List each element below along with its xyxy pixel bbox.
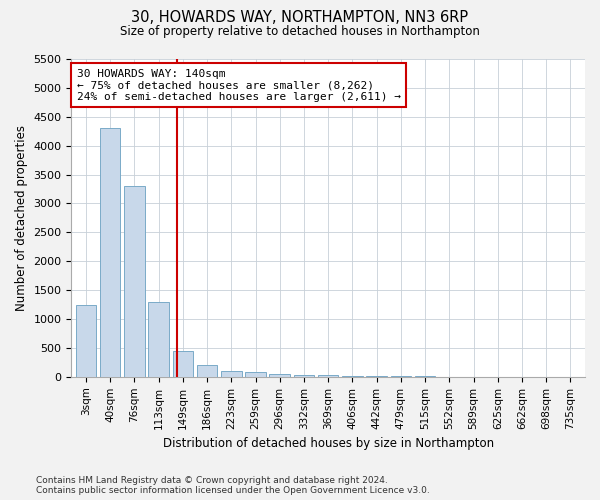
Bar (197, 366, 217, 377)
Bar (342, 376, 363, 377)
Bar (269, 374, 290, 377)
Bar (100, 128, 121, 377)
Bar (148, 302, 169, 377)
Text: Size of property relative to detached houses in Northampton: Size of property relative to detached ho… (120, 25, 480, 38)
Bar (391, 376, 411, 377)
Text: 30, HOWARDS WAY, NORTHAMPTON, NN3 6RP: 30, HOWARDS WAY, NORTHAMPTON, NN3 6RP (131, 10, 469, 25)
Bar (76, 304, 96, 377)
Bar (173, 351, 193, 377)
Text: 30 HOWARDS WAY: 140sqm
← 75% of detached houses are smaller (8,262)
24% of semi-: 30 HOWARDS WAY: 140sqm ← 75% of detached… (77, 68, 401, 102)
Bar (367, 376, 387, 377)
Bar (293, 374, 314, 377)
Bar (245, 372, 266, 377)
Bar (318, 375, 338, 377)
Bar (221, 371, 242, 377)
Text: Contains HM Land Registry data © Crown copyright and database right 2024.
Contai: Contains HM Land Registry data © Crown c… (36, 476, 430, 495)
X-axis label: Distribution of detached houses by size in Northampton: Distribution of detached houses by size … (163, 437, 494, 450)
Bar (124, 186, 145, 377)
Y-axis label: Number of detached properties: Number of detached properties (15, 125, 28, 311)
